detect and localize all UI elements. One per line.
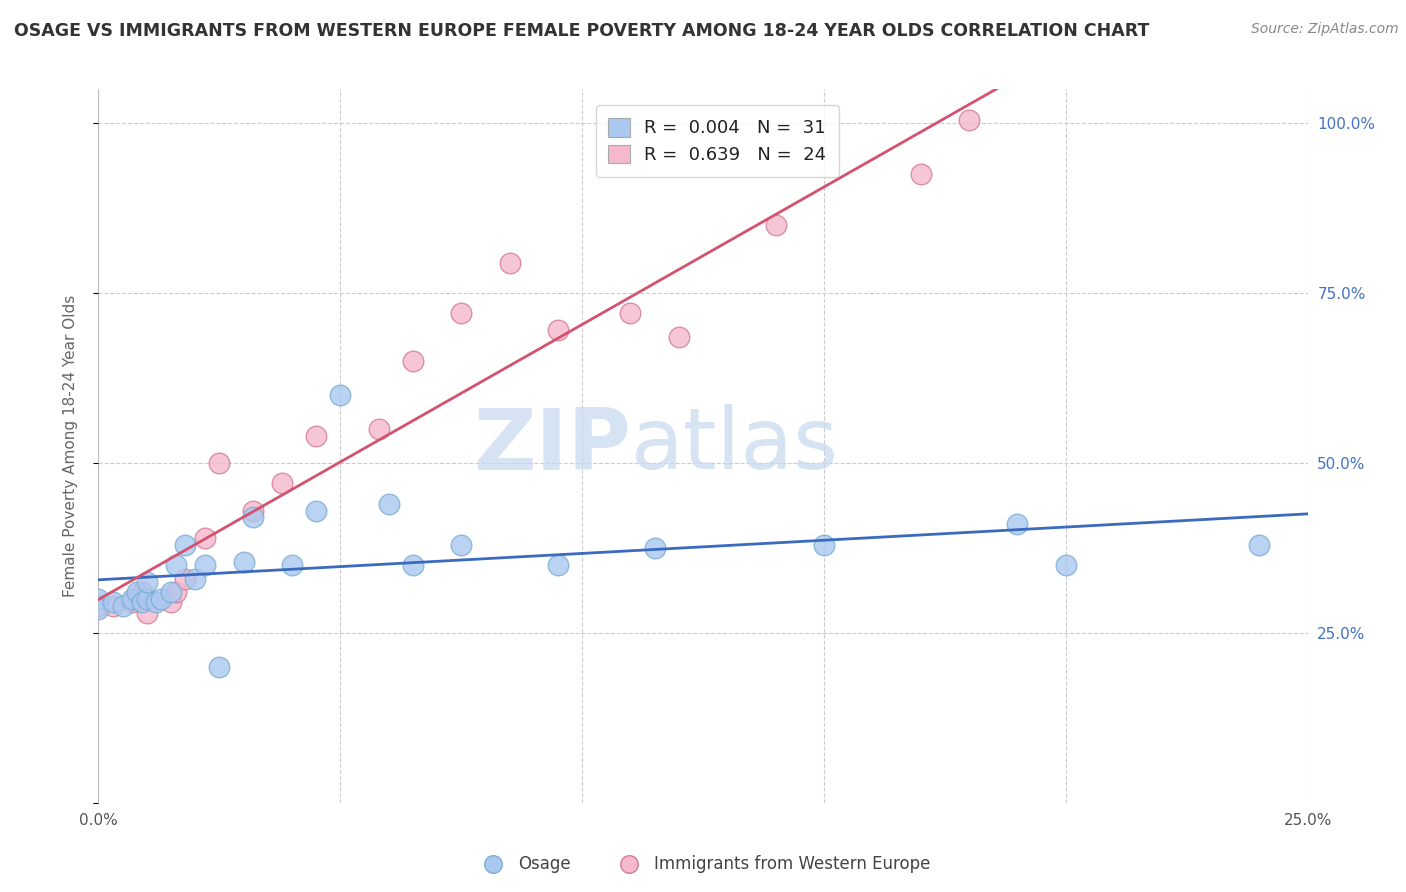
Point xyxy=(111,599,134,613)
Point xyxy=(765,218,787,232)
Point xyxy=(242,510,264,524)
Point xyxy=(87,599,110,613)
Point xyxy=(1007,517,1029,532)
Point xyxy=(165,558,187,572)
Legend: R =  0.004   N =  31, R =  0.639   N =  24: R = 0.004 N = 31, R = 0.639 N = 24 xyxy=(596,105,839,177)
Text: atlas: atlas xyxy=(630,404,838,488)
Text: OSAGE VS IMMIGRANTS FROM WESTERN EUROPE FEMALE POVERTY AMONG 18-24 YEAR OLDS COR: OSAGE VS IMMIGRANTS FROM WESTERN EUROPE … xyxy=(14,22,1150,40)
Point xyxy=(813,537,835,551)
Point xyxy=(135,606,157,620)
Point xyxy=(135,574,157,589)
Point xyxy=(281,558,304,572)
Point xyxy=(368,422,391,436)
Point xyxy=(121,591,143,606)
Point xyxy=(150,591,173,606)
Point xyxy=(668,330,690,344)
Point xyxy=(450,537,472,551)
Point xyxy=(127,585,149,599)
Point xyxy=(305,503,328,517)
Point xyxy=(121,595,143,609)
Point xyxy=(402,354,425,368)
Point xyxy=(194,531,217,545)
Point xyxy=(165,585,187,599)
Point xyxy=(101,595,124,609)
Point xyxy=(619,306,641,320)
Point xyxy=(402,558,425,572)
Point xyxy=(184,572,207,586)
Point xyxy=(131,595,153,609)
Point xyxy=(87,591,110,606)
Point xyxy=(242,503,264,517)
Point xyxy=(547,558,569,572)
Point xyxy=(498,255,520,269)
Point xyxy=(194,558,217,572)
Point xyxy=(135,591,157,606)
Point xyxy=(377,497,399,511)
Point xyxy=(547,323,569,337)
Point xyxy=(145,595,167,609)
Point xyxy=(208,456,231,470)
Point xyxy=(232,555,254,569)
Point xyxy=(329,388,352,402)
Text: ZIP: ZIP xyxy=(472,404,630,488)
Point xyxy=(131,585,153,599)
Point xyxy=(101,599,124,613)
Point xyxy=(127,591,149,606)
Point xyxy=(305,429,328,443)
Point xyxy=(644,541,666,555)
Point xyxy=(174,537,197,551)
Point xyxy=(160,585,183,599)
Point xyxy=(160,595,183,609)
Point xyxy=(910,167,932,181)
Point xyxy=(450,306,472,320)
Point xyxy=(87,602,110,616)
Point xyxy=(271,476,294,491)
Point xyxy=(1054,558,1077,572)
Point xyxy=(174,572,197,586)
Legend: Osage, Immigrants from Western Europe: Osage, Immigrants from Western Europe xyxy=(470,848,936,880)
Point xyxy=(957,112,980,127)
Point xyxy=(208,660,231,674)
Point xyxy=(1249,537,1271,551)
Text: Source: ZipAtlas.com: Source: ZipAtlas.com xyxy=(1251,22,1399,37)
Y-axis label: Female Poverty Among 18-24 Year Olds: Female Poverty Among 18-24 Year Olds xyxy=(63,295,77,597)
